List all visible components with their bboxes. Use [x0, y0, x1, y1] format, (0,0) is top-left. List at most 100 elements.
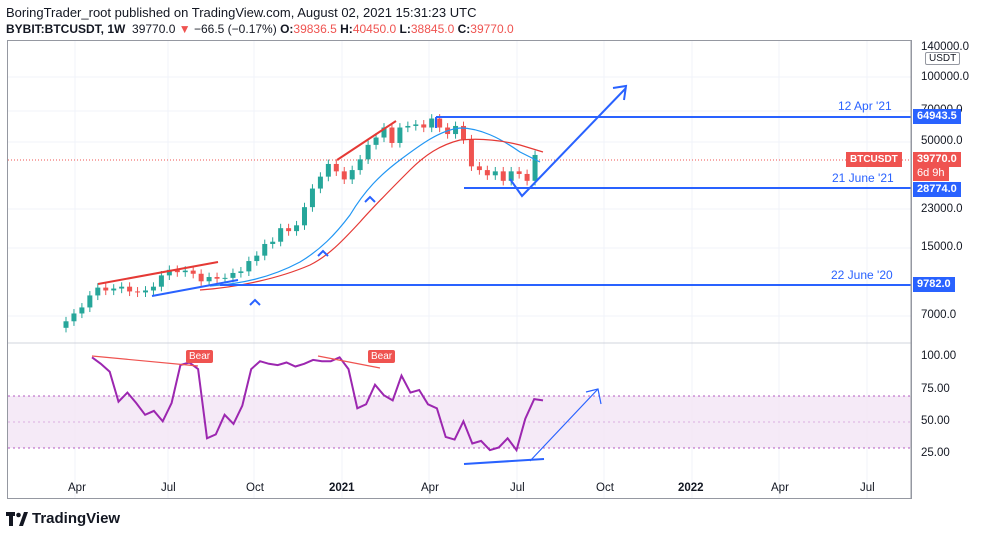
candle	[254, 255, 260, 262]
up-chevron-icon	[317, 249, 329, 257]
candle	[468, 139, 474, 167]
time-tick: 2021	[329, 482, 355, 494]
tradingview-logo-icon	[6, 511, 28, 526]
candle	[302, 207, 307, 226]
candle	[309, 188, 315, 208]
candle	[119, 286, 125, 289]
countdown-tag: 6d 9h	[913, 166, 949, 181]
candle	[333, 163, 339, 172]
candle	[453, 125, 459, 135]
candle	[79, 307, 85, 314]
candle	[437, 118, 443, 128]
candle	[143, 290, 148, 293]
candle	[111, 288, 117, 291]
change-down-icon: ▼	[178, 22, 191, 36]
support-date-label[interactable]: 21 June '21	[832, 171, 894, 185]
close-value: 39770.0	[470, 22, 514, 36]
support-price-tag: 28774.0	[913, 182, 961, 197]
candle	[532, 154, 538, 181]
candle	[413, 124, 419, 126]
candle	[421, 124, 427, 128]
bear-label[interactable]: Bear	[368, 350, 396, 363]
price-tick: 50000.0	[921, 135, 963, 147]
time-tick: 2022	[678, 482, 704, 494]
bear-label[interactable]: Bear	[186, 350, 214, 363]
price-tick: 100000.0	[921, 71, 969, 83]
candle	[500, 171, 506, 181]
candle	[381, 127, 387, 138]
candles	[63, 114, 538, 333]
rsi-projection-head	[585, 388, 602, 405]
candle	[341, 171, 347, 180]
candle	[238, 271, 244, 273]
candle	[317, 176, 323, 189]
ma-slow	[199, 138, 544, 291]
rsi-line	[91, 356, 544, 453]
candle	[484, 170, 490, 176]
candle	[87, 295, 93, 308]
trendline-resistance-2020[interactable]	[97, 261, 219, 285]
rsi-tick: 50.00	[921, 415, 950, 427]
price-tick: 7000.0	[921, 309, 957, 321]
candle	[214, 277, 220, 279]
resistance-date-label[interactable]: 12 Apr '21	[838, 99, 892, 113]
price-change: −66.5 (−0.17%)	[193, 22, 277, 36]
price-tick: 15000.0	[921, 241, 963, 253]
open-label: O:	[280, 22, 294, 36]
tradingview-logo[interactable]: TradingView	[6, 510, 120, 527]
time-tick: Jul	[860, 482, 875, 494]
candle	[190, 270, 196, 274]
candle	[166, 269, 172, 276]
time-tick: Oct	[246, 482, 264, 494]
candle	[222, 277, 228, 279]
low-price-tag: 9782.0	[913, 277, 955, 292]
candle	[158, 275, 164, 287]
candle	[206, 277, 212, 282]
last-price: 39770.0	[132, 22, 176, 36]
candle	[71, 313, 77, 322]
candle	[294, 225, 300, 232]
candle	[246, 261, 252, 272]
time-tick: Apr	[771, 482, 789, 494]
candle	[365, 144, 371, 160]
brand-name: TradingView	[32, 510, 121, 527]
candle	[492, 171, 498, 176]
symbol-name[interactable]: BYBIT:BTCUSDT, 1W	[6, 22, 126, 36]
projection-arrow[interactable]	[509, 87, 627, 198]
candle	[63, 321, 69, 328]
time-tick: Apr	[421, 482, 439, 494]
close-label: C:	[457, 22, 471, 36]
time-tick: Oct	[596, 482, 614, 494]
projection-arrow-head	[612, 84, 628, 101]
candle	[127, 286, 133, 292]
candle	[373, 137, 379, 145]
up-chevron-icon	[249, 298, 261, 306]
rsi-projection[interactable]	[529, 388, 599, 462]
current-price-tag: 39770.0	[913, 152, 961, 167]
trendline-support-2020[interactable]	[151, 279, 239, 297]
low-date-label[interactable]: 22 June '20	[831, 268, 893, 282]
published-line: BoringTrader_root published on TradingVi…	[6, 5, 477, 20]
candle	[198, 273, 204, 282]
candle	[524, 173, 530, 181]
low-label: L:	[399, 22, 411, 36]
candle	[278, 228, 284, 242]
candle	[516, 171, 522, 174]
time-tick: Apr	[68, 482, 86, 494]
ma-fast	[209, 127, 541, 287]
currency-badge[interactable]: USDT	[925, 52, 961, 65]
price-tick: 23000.0	[921, 203, 963, 215]
rsi-divergence-1[interactable]	[91, 355, 199, 367]
candle	[182, 270, 188, 273]
rsi-divergence-2[interactable]	[317, 355, 381, 369]
trendline-resistance-2021[interactable]	[336, 120, 397, 161]
candle	[262, 243, 268, 256]
rsi-tick: 75.00	[921, 383, 950, 395]
candle	[95, 287, 101, 296]
up-chevron-icon	[364, 195, 376, 203]
resistance-price-tag: 64943.5	[913, 109, 961, 124]
candle	[429, 118, 435, 128]
rsi-tick: 100.00	[921, 350, 957, 362]
time-tick: Jul	[510, 482, 525, 494]
